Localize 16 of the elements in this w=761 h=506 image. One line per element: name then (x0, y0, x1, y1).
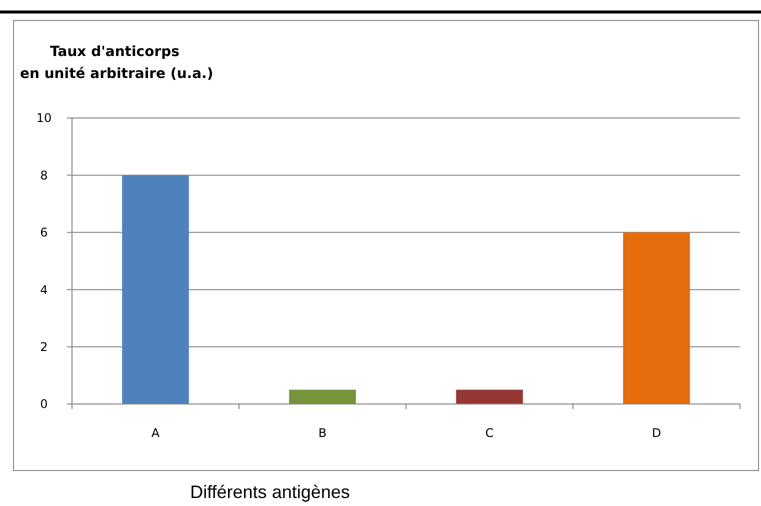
bar (623, 232, 690, 404)
y-axis-title: Taux d'anticorps en unité arbitraire (u.a.) (20, 44, 214, 82)
x-axis-title: Différents antigènes (190, 482, 350, 502)
x-tick-label: C (485, 426, 494, 440)
x-tick-label: A (151, 426, 160, 440)
y-tick-label: 10 (36, 111, 52, 126)
y-tick-label: 2 (40, 340, 48, 354)
x-tick-label: B (318, 426, 327, 440)
y-tick-label: 4 (40, 282, 48, 297)
x-tick-label: D (652, 426, 662, 440)
y-tick-label: 8 (40, 168, 48, 182)
y-tick-label: 6 (40, 226, 48, 240)
bar (122, 175, 189, 404)
bar (289, 390, 356, 404)
bar (456, 390, 523, 404)
y-tick-label: 0 (40, 397, 48, 412)
